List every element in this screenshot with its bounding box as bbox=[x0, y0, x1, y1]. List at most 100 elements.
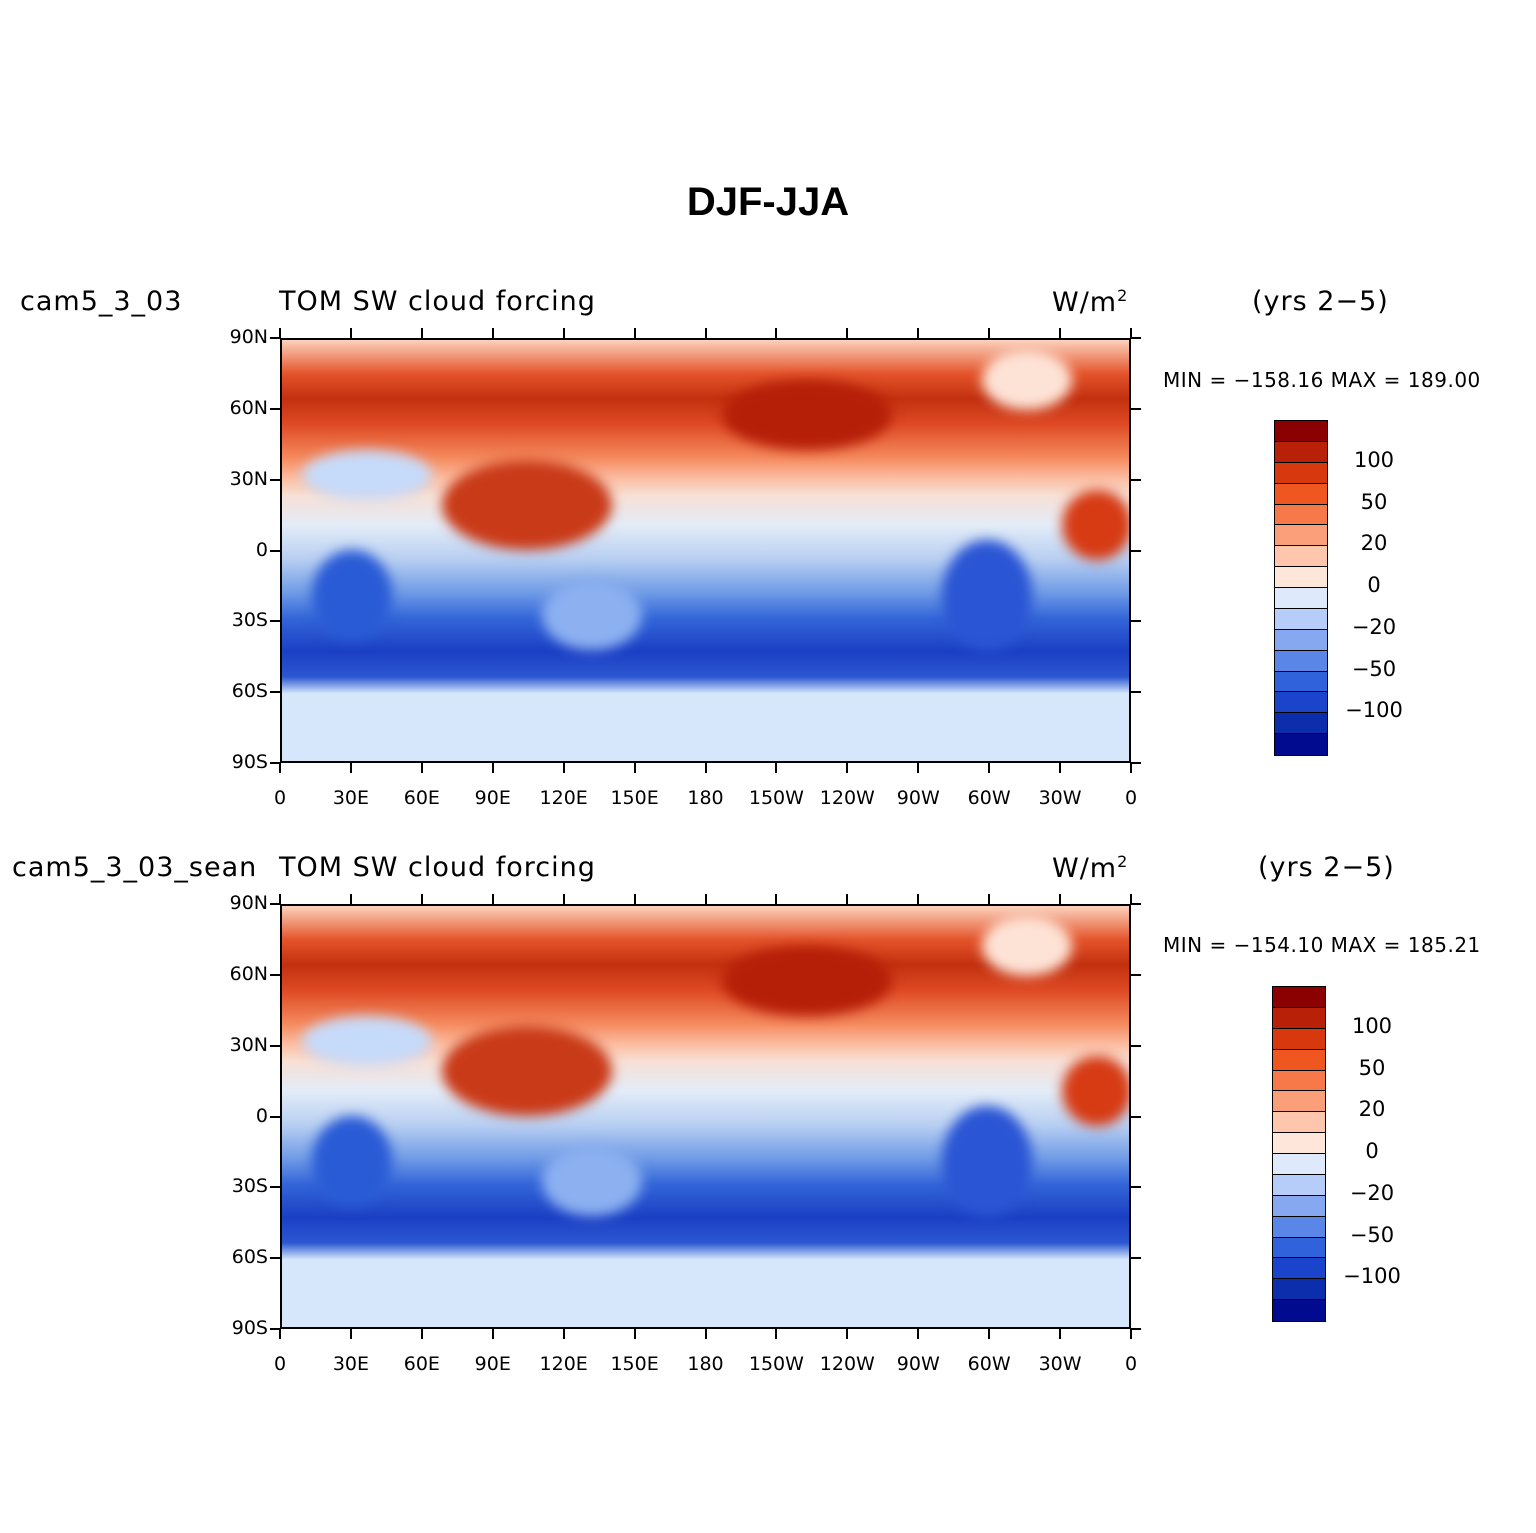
colorbar-swatch bbox=[1275, 567, 1327, 588]
lat-tick-label: 0 bbox=[255, 1104, 268, 1127]
colorbar-label: 0 bbox=[1367, 573, 1381, 597]
lat-tick-label: 60N bbox=[229, 962, 268, 985]
lon-tick-mark bbox=[917, 763, 920, 773]
lon-tick-mark bbox=[775, 328, 778, 338]
colorbar-swatch bbox=[1273, 1154, 1325, 1175]
colorbar-swatch bbox=[1273, 1070, 1325, 1092]
lat-tick-label: 30S bbox=[231, 1175, 268, 1198]
colorbar-swatch bbox=[1275, 588, 1327, 609]
lon-tick-label: 150E bbox=[610, 1353, 659, 1375]
colorbar-swatch bbox=[1273, 1258, 1325, 1280]
lat-tick-label: 0 bbox=[255, 538, 268, 561]
lat-tick-mark bbox=[270, 973, 280, 976]
lon-tick-mark bbox=[633, 1329, 636, 1339]
colorbar-swatch bbox=[1275, 713, 1327, 735]
lon-tick-mark bbox=[491, 1329, 494, 1339]
colorbar-swatch bbox=[1273, 1112, 1325, 1134]
lon-tick-label: 0 bbox=[273, 1353, 287, 1375]
colorbar-swatch bbox=[1275, 629, 1327, 651]
cool-region bbox=[312, 1116, 392, 1206]
colorbar-swatch bbox=[1273, 1091, 1325, 1113]
lat-tick-mark bbox=[1131, 903, 1141, 905]
colorbar-swatch bbox=[1275, 650, 1327, 672]
cool-region bbox=[942, 540, 1032, 650]
colorbar-swatch bbox=[1273, 1237, 1325, 1259]
colorbar-swatch bbox=[1273, 987, 1325, 1008]
lon-tick-label: 90E bbox=[474, 1353, 511, 1375]
lat-tick-label: 60N bbox=[229, 396, 268, 419]
colorbar-swatch bbox=[1275, 421, 1327, 442]
lat-tick-mark bbox=[1131, 691, 1141, 694]
lon-tick-mark bbox=[279, 328, 281, 338]
colorbar-label: −50 bbox=[1351, 656, 1397, 681]
warm-region bbox=[442, 1026, 612, 1116]
lon-tick-mark bbox=[846, 328, 849, 338]
colorbar-label: 20 bbox=[1360, 531, 1388, 556]
lon-tick-mark bbox=[349, 328, 352, 338]
cool-region bbox=[542, 1146, 642, 1216]
lon-tick-label: 120E bbox=[539, 1353, 588, 1375]
lon-tick-mark bbox=[1130, 1329, 1132, 1339]
cool-region bbox=[542, 580, 642, 650]
lon-tick-label: 150E bbox=[610, 787, 659, 809]
lon-tick-mark bbox=[562, 894, 565, 904]
colorbar-label: −100 bbox=[1345, 698, 1403, 723]
cool-region bbox=[942, 1106, 1032, 1216]
variable-name: TOM SW cloud forcing bbox=[279, 852, 596, 883]
colorbar bbox=[1274, 420, 1328, 756]
lon-tick-mark bbox=[562, 1329, 565, 1339]
lon-tick-mark bbox=[1059, 763, 1062, 773]
lat-tick-label: 30N bbox=[229, 1033, 268, 1056]
lat-tick-mark bbox=[1131, 1115, 1141, 1118]
lon-tick-label: 30E bbox=[332, 787, 369, 809]
case-name: cam5_3_03 bbox=[20, 286, 183, 317]
lat-tick-label: 30S bbox=[231, 609, 268, 632]
lon-tick-mark bbox=[917, 1329, 920, 1339]
variable-name: TOM SW cloud forcing bbox=[279, 286, 596, 317]
lon-tick-mark bbox=[846, 1329, 849, 1339]
lon-tick-mark bbox=[1130, 894, 1132, 904]
figure-title: DJF-JJA bbox=[686, 180, 850, 224]
lon-tick-mark bbox=[704, 1329, 707, 1339]
lon-tick-mark bbox=[349, 1329, 352, 1339]
warm-region bbox=[1062, 1056, 1129, 1126]
colorbar-swatch bbox=[1273, 1216, 1325, 1238]
lon-tick-mark bbox=[420, 1329, 423, 1339]
lon-tick-label: 90E bbox=[474, 787, 511, 809]
colorbar-swatch bbox=[1273, 1049, 1325, 1071]
colorbar-swatch bbox=[1273, 1133, 1325, 1154]
colorbar-label: 100 bbox=[1351, 1013, 1393, 1038]
colorbar-swatch bbox=[1275, 441, 1327, 463]
lat-tick-mark bbox=[1131, 973, 1141, 976]
lat-tick-mark bbox=[270, 337, 280, 339]
lat-tick-mark bbox=[1131, 549, 1141, 552]
lon-tick-mark bbox=[704, 894, 707, 904]
colorbar-swatch bbox=[1275, 504, 1327, 526]
warm-region bbox=[982, 350, 1072, 410]
lat-tick-mark bbox=[1131, 407, 1141, 410]
lon-tick-mark bbox=[562, 328, 565, 338]
lat-tick-mark bbox=[1131, 762, 1141, 764]
lat-tick-label: 60S bbox=[231, 1246, 268, 1269]
lat-tick-mark bbox=[270, 1257, 280, 1260]
lon-tick-label: 30W bbox=[1038, 1353, 1082, 1375]
lon-tick-mark bbox=[420, 763, 423, 773]
lon-tick-mark bbox=[1130, 328, 1132, 338]
lon-tick-label: 90W bbox=[896, 787, 940, 809]
lat-tick-mark bbox=[270, 1115, 280, 1118]
colorbar-label: 50 bbox=[1360, 489, 1388, 514]
colorbar-label: 0 bbox=[1365, 1139, 1379, 1163]
lat-tick-mark bbox=[1131, 478, 1141, 481]
warm-region bbox=[722, 380, 892, 450]
lon-tick-label: 60E bbox=[403, 787, 440, 809]
colorbar-swatch bbox=[1275, 483, 1327, 505]
warm-region bbox=[722, 946, 892, 1016]
lat-tick-mark bbox=[270, 691, 280, 694]
lon-tick-label: 0 bbox=[1124, 1353, 1138, 1375]
lon-tick-label: 150W bbox=[748, 1353, 804, 1375]
colorbar-swatch bbox=[1275, 692, 1327, 714]
lon-tick-label: 180 bbox=[687, 787, 724, 809]
colorbar-swatch bbox=[1273, 1300, 1325, 1321]
lon-tick-mark bbox=[1130, 763, 1132, 773]
colorbar-swatch bbox=[1275, 734, 1327, 755]
